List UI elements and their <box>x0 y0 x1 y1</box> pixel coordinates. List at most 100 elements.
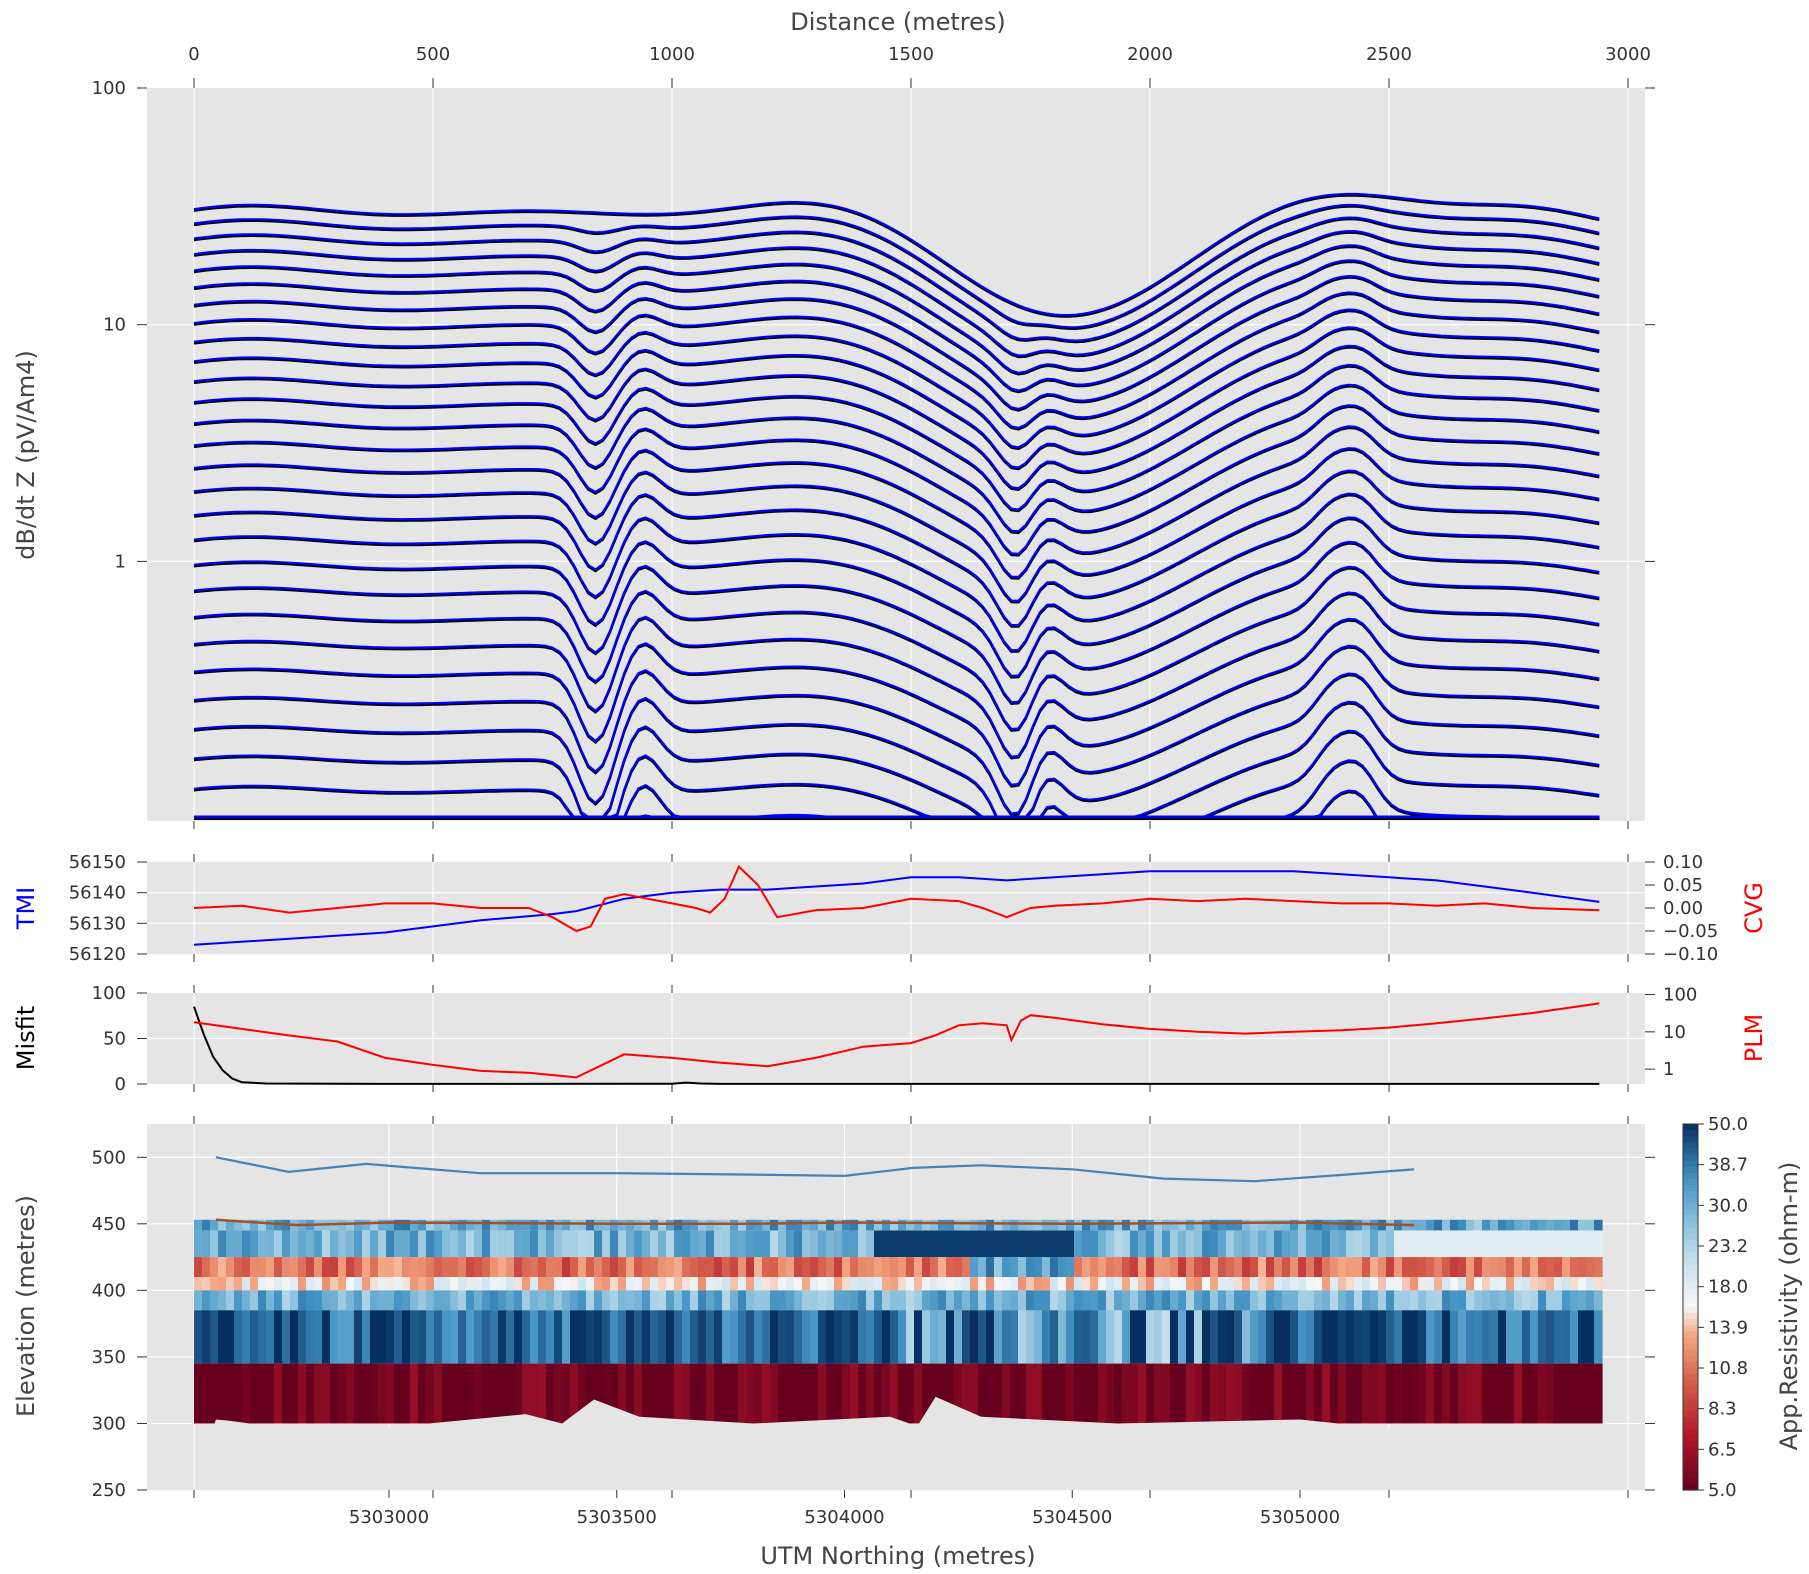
resistivity-cell <box>1082 1310 1091 1364</box>
resistivity-cell <box>1002 1290 1011 1311</box>
resistivity-y-tick-label: 450 <box>92 1214 126 1235</box>
resistivity-cell <box>1042 1310 1051 1364</box>
resistivity-cell <box>290 1230 299 1258</box>
resistivity-cell <box>994 1363 1003 1424</box>
colorbar-segment <box>1683 1185 1698 1192</box>
resistivity-cell <box>410 1363 419 1424</box>
decay-observed-line <box>193 245 1600 376</box>
tmi-y-title: TMI <box>12 887 40 930</box>
resistivity-cell <box>1210 1363 1219 1424</box>
resistivity-cell <box>1226 1290 1235 1311</box>
resistivity-cell <box>394 1310 403 1364</box>
resistivity-cell <box>618 1277 627 1291</box>
resistivity-cell <box>202 1363 211 1424</box>
colorbar-segment <box>1683 1148 1698 1156</box>
resistivity-cell <box>250 1290 259 1311</box>
resistivity-cell <box>330 1363 339 1424</box>
decay-observed-line <box>193 327 1600 471</box>
resistivity-cell <box>226 1310 235 1364</box>
decay-predicted-line <box>193 344 1600 490</box>
resistivity-cell <box>362 1290 371 1311</box>
resistivity-y-tick-label: 250 <box>92 1480 126 1501</box>
resistivity-cell <box>1242 1257 1251 1278</box>
resistivity-cell <box>1298 1219 1307 1231</box>
resistivity-cell <box>1506 1277 1515 1291</box>
resistivity-cell <box>218 1219 227 1231</box>
resistivity-cell <box>1434 1219 1443 1231</box>
resistivity-cell <box>410 1277 419 1291</box>
colorbar-segment <box>1683 1319 1698 1326</box>
decay-predicted-line <box>193 259 1600 392</box>
resistivity-cell <box>498 1290 507 1311</box>
resistivity-cell <box>714 1363 723 1424</box>
resistivity-cell <box>530 1277 539 1291</box>
resistivity-cell <box>938 1230 947 1258</box>
resistivity-cell <box>1178 1363 1187 1424</box>
resistivity-cell <box>1466 1363 1475 1424</box>
resistivity-cell <box>1234 1257 1243 1278</box>
resistivity-cell <box>1242 1310 1251 1364</box>
resistivity-cell <box>1530 1277 1539 1291</box>
resistivity-cell <box>594 1277 603 1291</box>
resistivity-cell <box>1130 1277 1139 1291</box>
resistivity-cell <box>1258 1219 1267 1231</box>
resistivity-cell <box>1266 1363 1275 1424</box>
colorbar-segment <box>1683 1258 1698 1265</box>
resistivity-cell <box>338 1230 347 1258</box>
resistivity-cell <box>1082 1230 1091 1258</box>
top-axis-ticks: 0 500 1000 1500 2000 2500 3000 <box>188 44 1651 88</box>
resistivity-cell <box>242 1310 251 1364</box>
resistivity-cell <box>538 1290 547 1311</box>
colorbar-frame <box>1682 1123 1699 1491</box>
resistivity-cell <box>794 1257 803 1278</box>
resistivity-cell <box>274 1277 283 1291</box>
resistivity-cell <box>498 1310 507 1364</box>
resistivity-cell <box>562 1290 571 1311</box>
resistivity-cell <box>1354 1363 1363 1424</box>
colorbar-segment <box>1683 1288 1698 1296</box>
resistivity-cell <box>874 1219 883 1231</box>
resistivity-cell <box>978 1257 987 1278</box>
resistivity-cell <box>850 1257 859 1278</box>
resistivity-cell <box>1042 1277 1051 1291</box>
resistivity-cell <box>1282 1290 1291 1311</box>
resistivity-cell <box>442 1230 451 1258</box>
resistivity-cell <box>1018 1363 1027 1424</box>
resistivity-cell <box>458 1277 467 1291</box>
resistivity-cell <box>322 1230 331 1258</box>
resistivity-cell <box>1058 1290 1067 1311</box>
colorbar-segment <box>1683 1441 1698 1448</box>
resistivity-cell <box>1178 1257 1187 1278</box>
resistivity-cell <box>938 1363 947 1424</box>
resistivity-cell <box>1562 1310 1571 1364</box>
colorbar-segment <box>1683 1191 1698 1198</box>
resistivity-cell <box>1162 1290 1171 1311</box>
tmi-y-tick-label: 56130 <box>69 913 126 934</box>
resistivity-cell <box>1394 1230 1403 1258</box>
resistivity-cell <box>1546 1230 1555 1258</box>
resistivity-cell <box>586 1230 595 1258</box>
resistivity-cell <box>458 1219 467 1231</box>
resistivity-cell <box>1418 1310 1427 1364</box>
resistivity-cell <box>778 1363 787 1424</box>
resistivity-cell <box>1130 1290 1139 1311</box>
resistivity-cell <box>1490 1230 1499 1258</box>
resistivity-cell <box>1114 1230 1123 1258</box>
resistivity-cell <box>1378 1310 1387 1364</box>
resistivity-cell <box>514 1230 523 1258</box>
resistivity-cell <box>786 1257 795 1278</box>
resistivity-cell <box>1370 1257 1379 1278</box>
resistivity-cell <box>1490 1257 1499 1278</box>
resistivity-cell <box>266 1290 275 1311</box>
resistivity-cell <box>1138 1310 1147 1364</box>
colorbar-segment <box>1683 1136 1698 1143</box>
resistivity-cell <box>658 1363 667 1424</box>
resistivity-cell <box>522 1219 531 1231</box>
resistivity-cell <box>1050 1310 1059 1364</box>
resistivity-cell <box>1282 1277 1291 1291</box>
resistivity-cell <box>466 1230 475 1258</box>
resistivity-cell <box>1418 1290 1427 1311</box>
resistivity-cell <box>474 1310 483 1364</box>
resistivity-cell <box>1034 1277 1043 1291</box>
resistivity-cell <box>554 1230 563 1258</box>
